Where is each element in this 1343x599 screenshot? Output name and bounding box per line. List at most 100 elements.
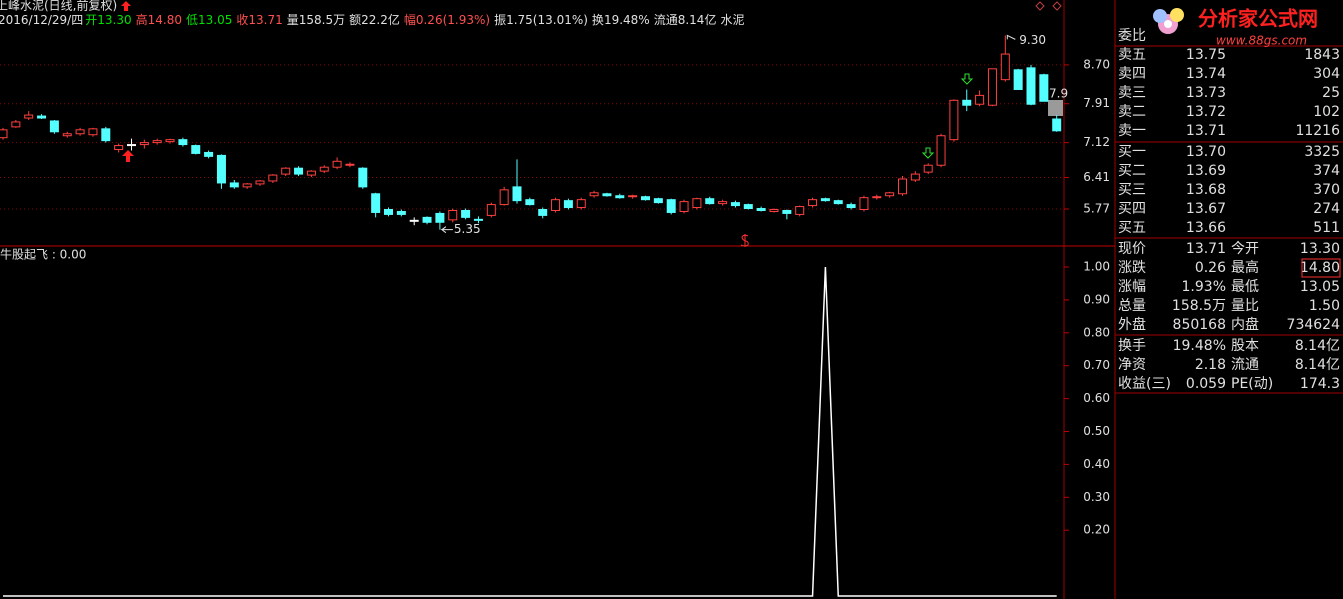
- quote-value: 13.71: [1186, 241, 1226, 257]
- order-side: 卖一: [1118, 123, 1146, 139]
- candle-body: [114, 145, 124, 150]
- order-price: 13.74: [1186, 66, 1226, 82]
- candle-body: [833, 200, 843, 205]
- candle-body: [345, 163, 355, 166]
- field-label: 高: [136, 12, 148, 27]
- date: 2016/12/29/四: [0, 13, 83, 27]
- quote-label: 总量: [1118, 298, 1146, 314]
- quote-value: 850168: [1173, 317, 1226, 333]
- candle-body: [127, 144, 136, 147]
- candle-body: [666, 199, 676, 213]
- logo-flower: [1164, 20, 1172, 28]
- candle-body: [628, 195, 638, 198]
- candle-body: [987, 68, 997, 106]
- candle-body: [165, 139, 175, 143]
- field-label: 开: [85, 13, 97, 27]
- order-volume: 1843: [1304, 47, 1340, 63]
- candle-body: [589, 192, 599, 197]
- field-value: 158.5万: [299, 13, 345, 27]
- quote-label: PE(动): [1231, 376, 1273, 392]
- quote-label: 量比: [1231, 298, 1259, 314]
- quote-value: 1.50: [1309, 298, 1340, 314]
- y-tick-label: 0.50: [1083, 424, 1110, 438]
- order-volume: 370: [1313, 182, 1340, 198]
- y-tick-label: 8.70: [1083, 57, 1110, 71]
- candle-body: [371, 193, 381, 213]
- field-label: 幅: [404, 12, 416, 27]
- candle-body: [962, 99, 972, 106]
- candle-body: [820, 198, 830, 202]
- logo-title: 分析家公式网: [1198, 7, 1318, 31]
- quote-line: 2016/12/29/四 开13.30 高14.80 低13.05 收13.71 量158…: [0, 12, 744, 27]
- order-side: 买一: [1118, 144, 1146, 160]
- quote-value: 0.26: [1195, 260, 1226, 276]
- panel-lines: [1115, 45, 1343, 394]
- candle-body: [910, 173, 920, 181]
- y-tick-label: 0.70: [1083, 358, 1110, 372]
- candle-body: [576, 199, 586, 209]
- candle-body: [281, 167, 291, 175]
- quote-value: 2.18: [1195, 357, 1226, 373]
- candle-body: [756, 208, 766, 211]
- indicator-line: [3, 266, 1057, 597]
- order-side: 卖四: [1118, 66, 1146, 82]
- quote-value: 174.3: [1300, 376, 1340, 392]
- candle-body: [653, 198, 663, 204]
- candle-body: [641, 196, 650, 201]
- y-tick-label: 0.30: [1083, 490, 1110, 504]
- y-tick-label: 7.12: [1083, 135, 1110, 149]
- candle-body: [358, 167, 368, 188]
- candle-body: [1013, 69, 1023, 90]
- candle-body: [872, 196, 882, 199]
- order-volume: 511: [1313, 220, 1340, 236]
- candle-body: [255, 180, 265, 185]
- candle-body: [898, 178, 907, 195]
- candle-body: [1000, 53, 1010, 81]
- field-label: 收: [236, 13, 248, 27]
- quote-value: 14.80: [1300, 260, 1340, 276]
- candle-body: [0, 129, 8, 139]
- candle-body: [679, 201, 689, 212]
- order-volume: 25: [1322, 85, 1340, 101]
- y-tick-label: 0.40: [1083, 457, 1110, 471]
- logo-flower: [1153, 9, 1167, 23]
- candle-body: [718, 201, 728, 205]
- quote-value: 13.05: [1300, 279, 1340, 295]
- candle-body: [152, 140, 162, 144]
- y-tick-label: 0.60: [1083, 391, 1110, 405]
- candle-body: [1039, 74, 1049, 102]
- field-label: 换: [592, 13, 604, 27]
- candle-body: [885, 192, 895, 197]
- candle-body: [448, 209, 458, 221]
- order-side: 卖二: [1118, 104, 1146, 120]
- candle-body: [268, 174, 278, 182]
- order-volume: 11216: [1295, 123, 1340, 139]
- candle-body: [563, 200, 573, 209]
- logo: 分析家公式网 www.88gs.com: [1153, 7, 1318, 48]
- quote-label: 最低: [1231, 279, 1259, 295]
- order-price: 13.69: [1186, 163, 1226, 179]
- sector: 水泥: [720, 13, 744, 27]
- order-side: 买三: [1118, 182, 1146, 198]
- candle-body: [846, 204, 856, 209]
- field-value: 0.26(1.93%): [416, 13, 490, 27]
- quote-value: 0.059: [1186, 376, 1226, 392]
- annotation-leader: [440, 226, 453, 234]
- quote-value: 19.48%: [1173, 338, 1226, 354]
- annotation: 9.30: [1019, 33, 1046, 47]
- candle-body: [75, 129, 85, 135]
- order-price: 13.72: [1186, 104, 1226, 120]
- y-tick-label: 0.90: [1083, 292, 1110, 306]
- highlight-box: [1301, 258, 1341, 278]
- field-value: 22.2亿: [361, 12, 400, 27]
- candle-body: [705, 198, 715, 205]
- quote-label: 流通: [1231, 357, 1259, 373]
- annotation-leader: [1006, 34, 1016, 40]
- quote-value: 158.5万: [1172, 298, 1226, 314]
- corner-icon[interactable]: [1052, 1, 1062, 11]
- y-tick-label: 0.80: [1083, 325, 1110, 339]
- candle-body: [294, 167, 304, 175]
- corner-icon[interactable]: [1035, 1, 1045, 11]
- candle-body: [409, 219, 419, 222]
- field-value: 13.30: [97, 13, 131, 27]
